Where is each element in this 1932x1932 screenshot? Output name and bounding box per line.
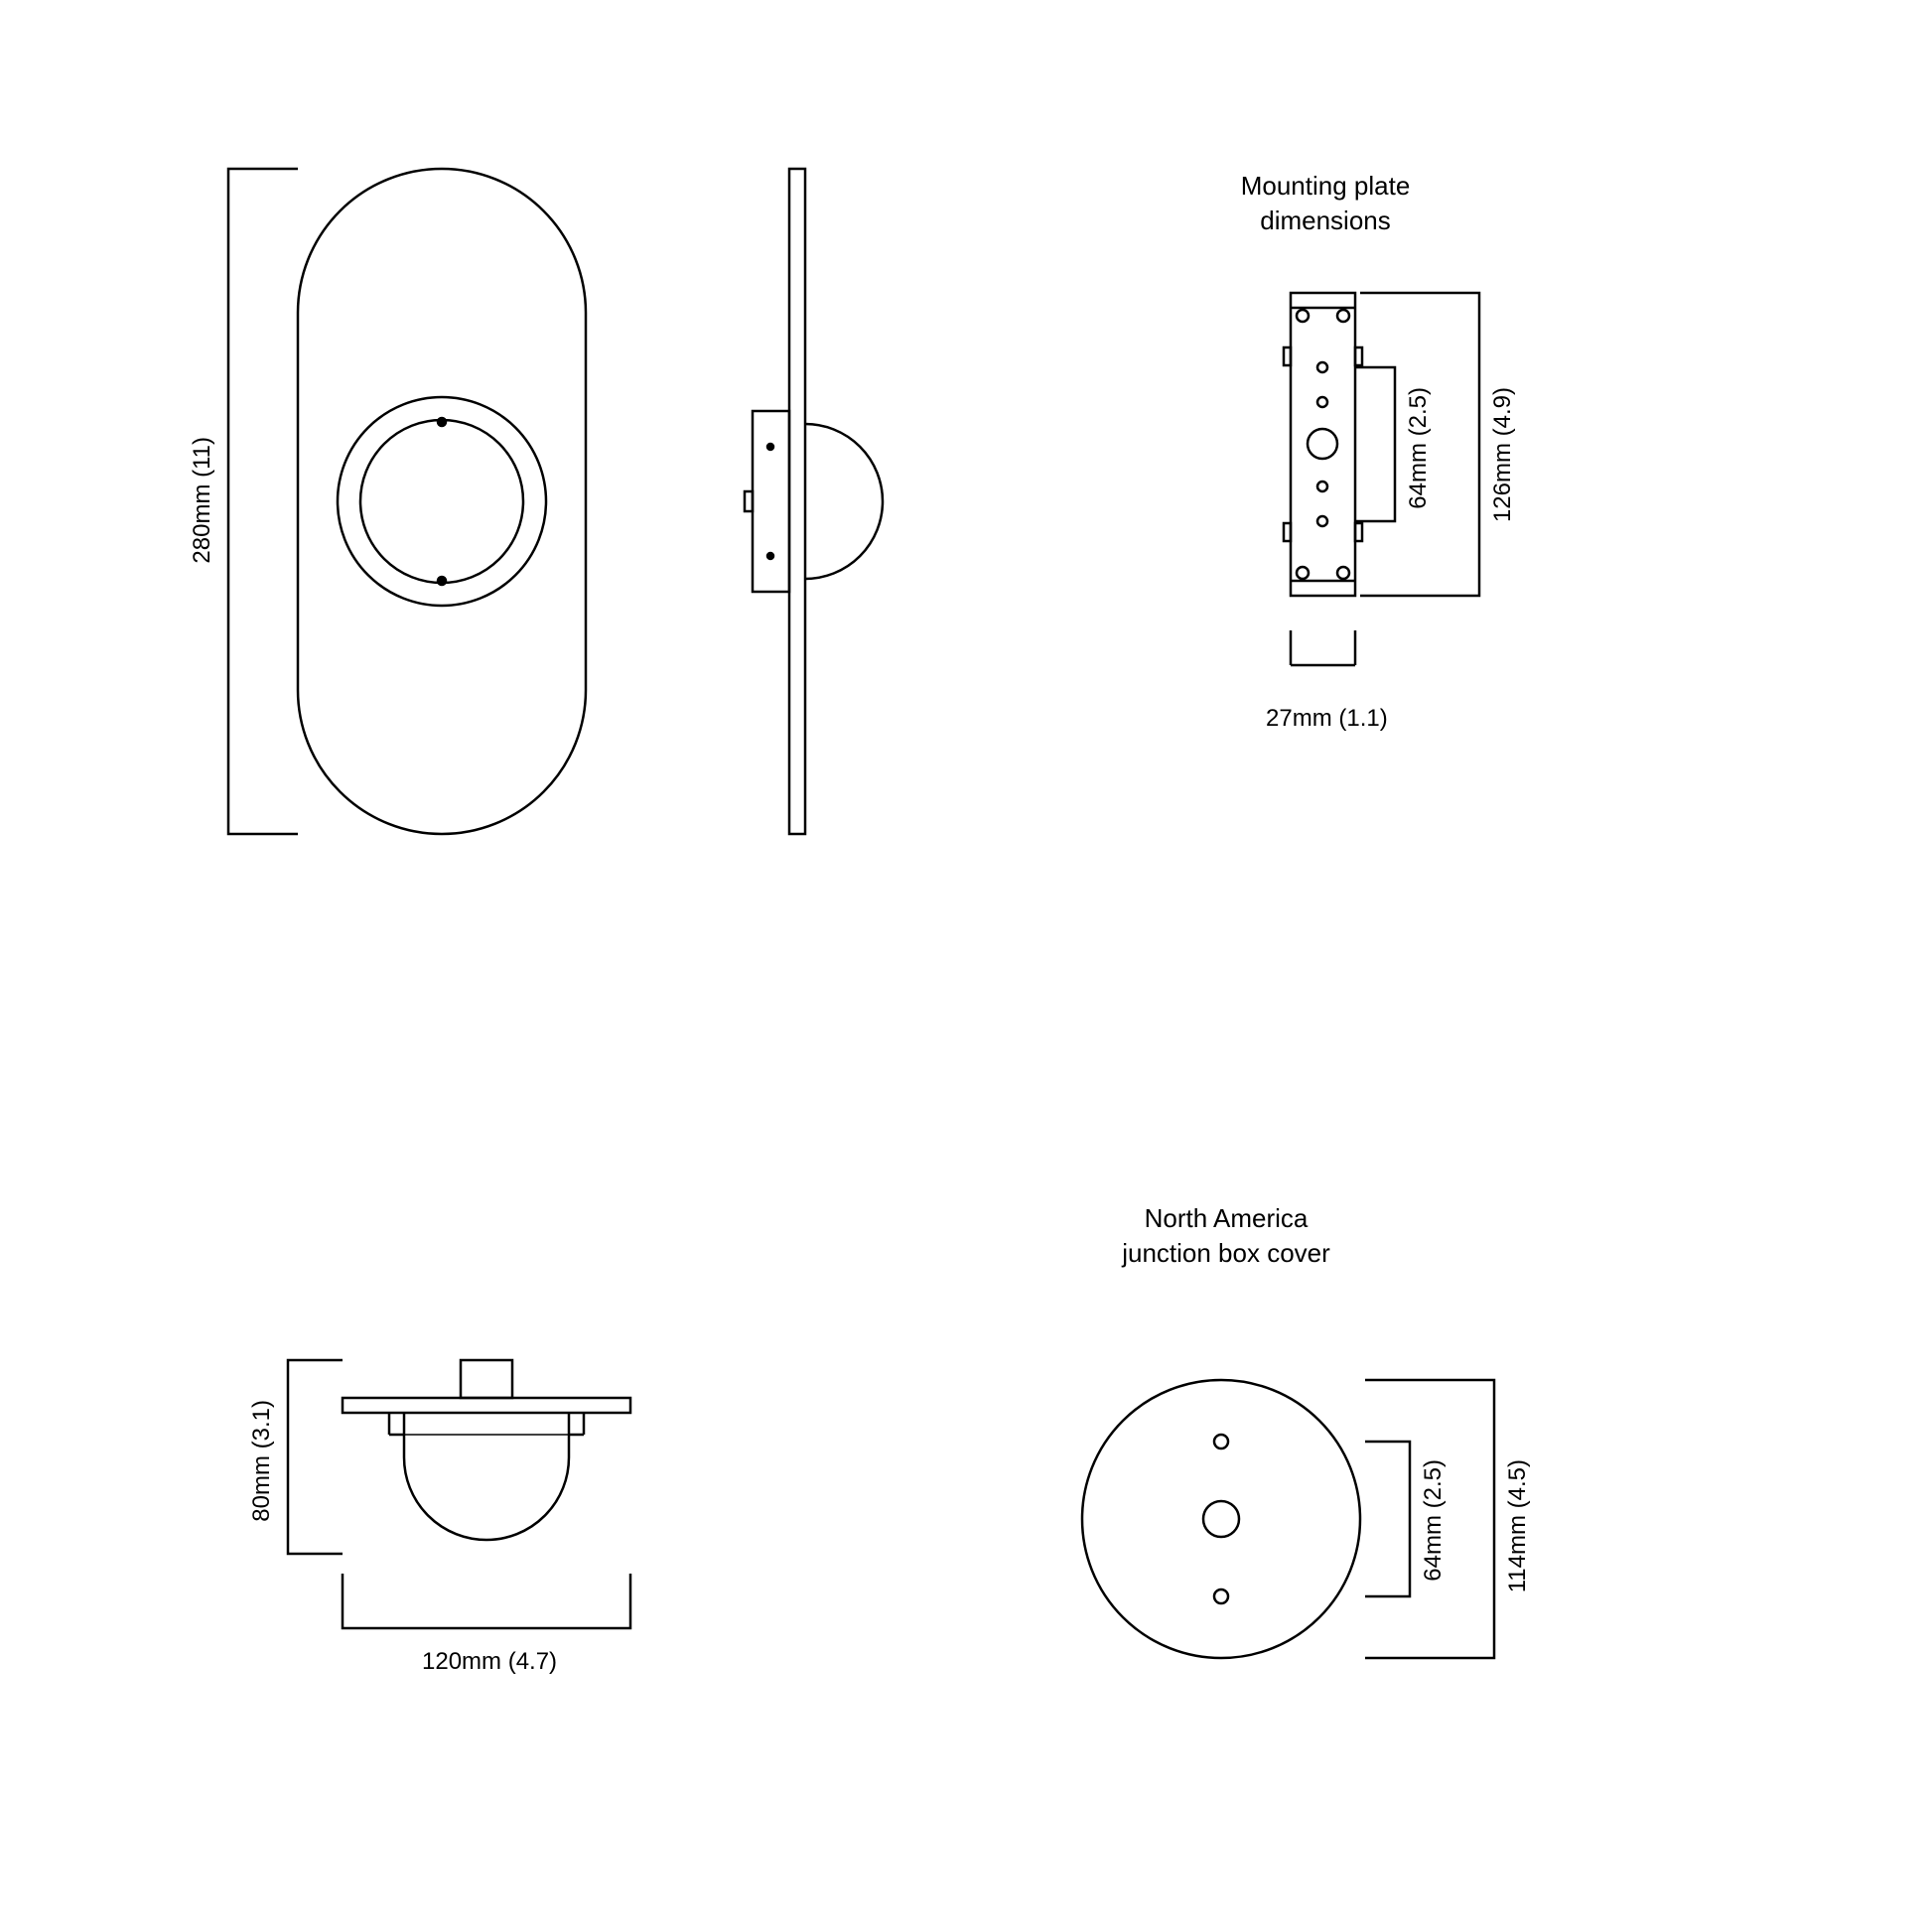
mounting-plate-view [1284, 293, 1362, 596]
dim-label-mp-outer: 126mm (4.9) [1489, 387, 1517, 522]
bottom-section-view [343, 1360, 630, 1540]
dim-front-height [228, 169, 298, 834]
dim-label-bottom-width: 120mm (4.7) [422, 1648, 557, 1676]
dim-bottom-height [288, 1360, 343, 1554]
dim-label-mp-width: 27mm (1.1) [1266, 705, 1388, 733]
dim-bottom-width [343, 1574, 630, 1628]
dim-mp-inner [1355, 367, 1395, 521]
junction-box-view [1082, 1380, 1360, 1658]
junction-box-title: North America junction box cover [1062, 1201, 1390, 1271]
front-view [298, 169, 586, 834]
side-view [745, 169, 883, 834]
dim-label-front-height: 280mm (11) [189, 437, 216, 564]
dim-mp-width [1291, 630, 1355, 665]
mounting-plate-title: Mounting plate dimensions [1162, 169, 1489, 238]
dim-label-jb-outer: 114mm (4.5) [1504, 1459, 1532, 1592]
dim-label-mp-inner: 64mm (2.5) [1405, 387, 1433, 509]
dim-label-jb-inner: 64mm (2.5) [1420, 1459, 1448, 1582]
dim-label-bottom-height: 80mm (3.1) [248, 1400, 276, 1522]
technical-drawing [0, 0, 1932, 1932]
dim-jb-inner [1365, 1442, 1410, 1596]
